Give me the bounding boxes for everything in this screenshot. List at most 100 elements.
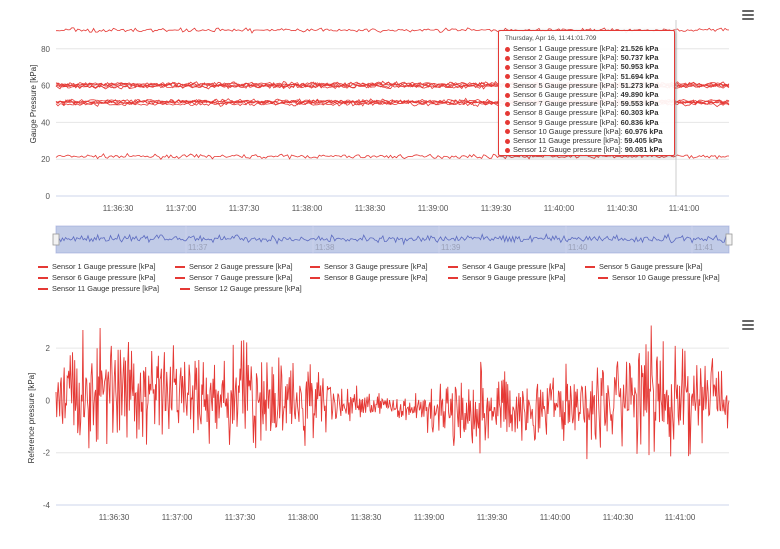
tooltip-header: Thursday, Apr 16, 11:41:01.709 — [505, 35, 597, 42]
legend-item[interactable]: Sensor 7 Gauge pressure [kPa] — [175, 273, 293, 282]
tooltip-series-value: 49.890 kPa — [620, 90, 659, 100]
legend-symbol — [38, 277, 48, 280]
navigator-selected-range[interactable] — [56, 226, 729, 253]
top-y-tick-label: 20 — [41, 155, 50, 164]
tooltip-dot — [505, 92, 510, 98]
bottom-y-tick-label: 0 — [46, 396, 51, 405]
legend-item-label: Sensor 9 Gauge pressure [kPa] — [462, 273, 566, 282]
legend-symbol — [310, 277, 320, 280]
top-x-tick-label: 11:36:30 — [103, 204, 134, 213]
tooltip-row: Sensor 11 Gauge pressure [kPa]: 59.405 k… — [505, 136, 668, 145]
top-x-tick-label: 11:37:00 — [166, 204, 197, 213]
tooltip-series-name: Sensor 6 Gauge pressure [kPa]: — [513, 90, 621, 100]
top-y-tick-label: 60 — [41, 82, 50, 91]
tooltip-series-value: 21.526 kPa — [620, 44, 659, 53]
tooltip-series-name: Sensor 8 Gauge pressure [kPa]: — [513, 108, 621, 118]
navigator-left-handle[interactable] — [52, 233, 60, 246]
legend-symbol — [585, 266, 595, 269]
bottom-x-tick-label: 11:38:30 — [351, 513, 382, 522]
legend-symbol — [448, 277, 458, 280]
legend-item-label: Sensor 12 Gauge pressure [kPa] — [194, 284, 302, 293]
bottom-x-tick-label: 11:40:30 — [603, 513, 634, 522]
tooltip-row: Sensor 5 Gauge pressure [kPa]: 51.273 kP… — [505, 81, 668, 90]
legend-item-label: Sensor 3 Gauge pressure [kPa] — [324, 262, 428, 271]
tooltip-series-name: Sensor 1 Gauge pressure [kPa]: — [513, 44, 621, 53]
bottom-chart-menu-icon[interactable] — [742, 320, 754, 330]
top-chart-y-axis-label: Gauge Pressure [kPa] — [29, 65, 38, 144]
tooltip-series-name: Sensor 7 Gauge pressure [kPa]: — [513, 99, 621, 109]
bottom-y-tick-label: -4 — [43, 501, 51, 510]
tooltip-series-value: 51.273 kPa — [620, 80, 659, 90]
navigator-tick-label: 11:41 — [694, 243, 714, 252]
top-x-tick-label: 11:38:00 — [292, 204, 323, 213]
legend-item[interactable]: Sensor 5 Gauge pressure [kPa] — [585, 262, 703, 271]
bottom-chart-y-axis-label: Reference pressure [kPa] — [27, 373, 36, 464]
tooltip-row: Sensor 10 Gauge pressure [kPa]: 60.976 k… — [505, 127, 668, 136]
top-x-tick-label: 11:37:30 — [229, 204, 260, 213]
navigator-series — [55, 233, 730, 246]
legend-item[interactable]: Sensor 4 Gauge pressure [kPa] — [448, 262, 566, 271]
tooltip-dot — [505, 55, 510, 61]
bottom-x-tick-label: 11:37:30 — [225, 513, 256, 522]
tooltip-row: Sensor 3 Gauge pressure [kPa]: 50.953 kP… — [505, 62, 668, 71]
tooltip-dot — [505, 138, 510, 144]
legend-item-label: Sensor 1 Gauge pressure [kPa] — [52, 262, 156, 271]
tooltip-dot — [505, 129, 510, 135]
tooltip-dot — [505, 101, 510, 107]
tooltip-series-value: 59.405 kPa — [624, 136, 663, 146]
legend-item[interactable]: Sensor 11 Gauge pressure [kPa] — [38, 284, 159, 293]
tooltip-series-name: Sensor 10 Gauge pressure [kPa]: — [513, 126, 625, 136]
top-series-line[interactable] — [55, 152, 729, 160]
tooltip-dot — [505, 147, 510, 153]
tooltip-row: Sensor 2 Gauge pressure [kPa]: 50.737 kP… — [505, 53, 668, 62]
navigator[interactable]: 11:37 11:38 11:39 11:40 11:41 — [52, 225, 733, 254]
tooltip-row: Sensor 4 Gauge pressure [kPa]: 51.694 kP… — [505, 72, 668, 81]
legend-item-label: Sensor 5 Gauge pressure [kPa] — [599, 262, 703, 271]
tooltip-row: Sensor 6 Gauge pressure [kPa]: 49.890 kP… — [505, 90, 668, 99]
navigator-background — [55, 225, 730, 254]
tooltip-series-name: Sensor 5 Gauge pressure [kPa]: — [513, 80, 621, 90]
tooltip-series-name: Sensor 4 Gauge pressure [kPa]: — [513, 71, 621, 81]
top-chart: 0 20 40 60 80 11:36:30 11:37:00 11:37:30 11:38:… — [29, 20, 730, 213]
legend-item-label: Sensor 2 Gauge pressure [kPa] — [189, 262, 293, 271]
bottom-x-tick-label: 11:39:30 — [477, 513, 508, 522]
legend-item[interactable]: Sensor 8 Gauge pressure [kPa] — [310, 273, 428, 282]
bottom-x-tick-label: 11:40:00 — [540, 513, 571, 522]
tooltip-series-value: 51.694 kPa — [620, 71, 659, 81]
tooltip-rows: Sensor 1 Gauge pressure [kPa]: 21.526 kP… — [505, 44, 668, 154]
top-y-tick-label: 80 — [41, 45, 50, 54]
navigator-tick-label: 11:39 — [441, 243, 461, 252]
tooltip-series-value: 59.553 kPa — [620, 99, 659, 109]
legend-item[interactable]: Sensor 9 Gauge pressure [kPa] — [448, 273, 566, 282]
legend-symbol — [175, 277, 185, 280]
legend-item[interactable]: Sensor 10 Gauge pressure [kPa] — [598, 273, 720, 282]
top-chart-grid — [56, 48, 729, 197]
navigator-ticks: 11:37 11:38 11:39 11:40 11:41 — [185, 226, 714, 253]
top-x-tick-label: 11:38:30 — [355, 204, 386, 213]
top-x-tick-label: 11:39:00 — [418, 204, 449, 213]
top-chart-menu-icon[interactable] — [742, 10, 754, 20]
navigator-tick-label: 11:37 — [188, 243, 208, 252]
top-series-line[interactable] — [56, 27, 730, 34]
legend-item[interactable]: Sensor 6 Gauge pressure [kPa] — [38, 273, 156, 282]
top-x-tick-label: 11:40:30 — [607, 204, 638, 213]
tooltip-series-name: Sensor 3 Gauge pressure [kPa]: — [513, 62, 621, 72]
tooltip: Thursday, Apr 16, 11:41:01.709 Sensor 1 … — [498, 30, 675, 156]
tooltip-dot — [505, 110, 510, 116]
navigator-tick-label: 11:40 — [568, 243, 588, 252]
bottom-y-tick-label: -2 — [43, 449, 51, 458]
tooltip-row: Sensor 7 Gauge pressure [kPa]: 59.553 kP… — [505, 99, 668, 108]
tooltip-dot — [505, 64, 510, 70]
legend-item-label: Sensor 4 Gauge pressure [kPa] — [462, 262, 566, 271]
legend-item[interactable]: Sensor 1 Gauge pressure [kPa] — [38, 262, 156, 271]
legend-symbol — [180, 288, 190, 291]
navigator-right-handle[interactable] — [725, 233, 733, 246]
top-y-tick-label: 0 — [46, 192, 51, 201]
bottom-chart-series-line[interactable] — [55, 325, 730, 460]
legend-item[interactable]: Sensor 12 Gauge pressure [kPa] — [180, 284, 302, 293]
tooltip-series-value: 50.737 kPa — [620, 53, 659, 63]
tooltip-dot — [505, 83, 510, 89]
top-y-tick-label: 40 — [41, 118, 50, 127]
legend-item[interactable]: Sensor 2 Gauge pressure [kPa] — [175, 262, 293, 271]
legend-item[interactable]: Sensor 3 Gauge pressure [kPa] — [310, 262, 428, 271]
